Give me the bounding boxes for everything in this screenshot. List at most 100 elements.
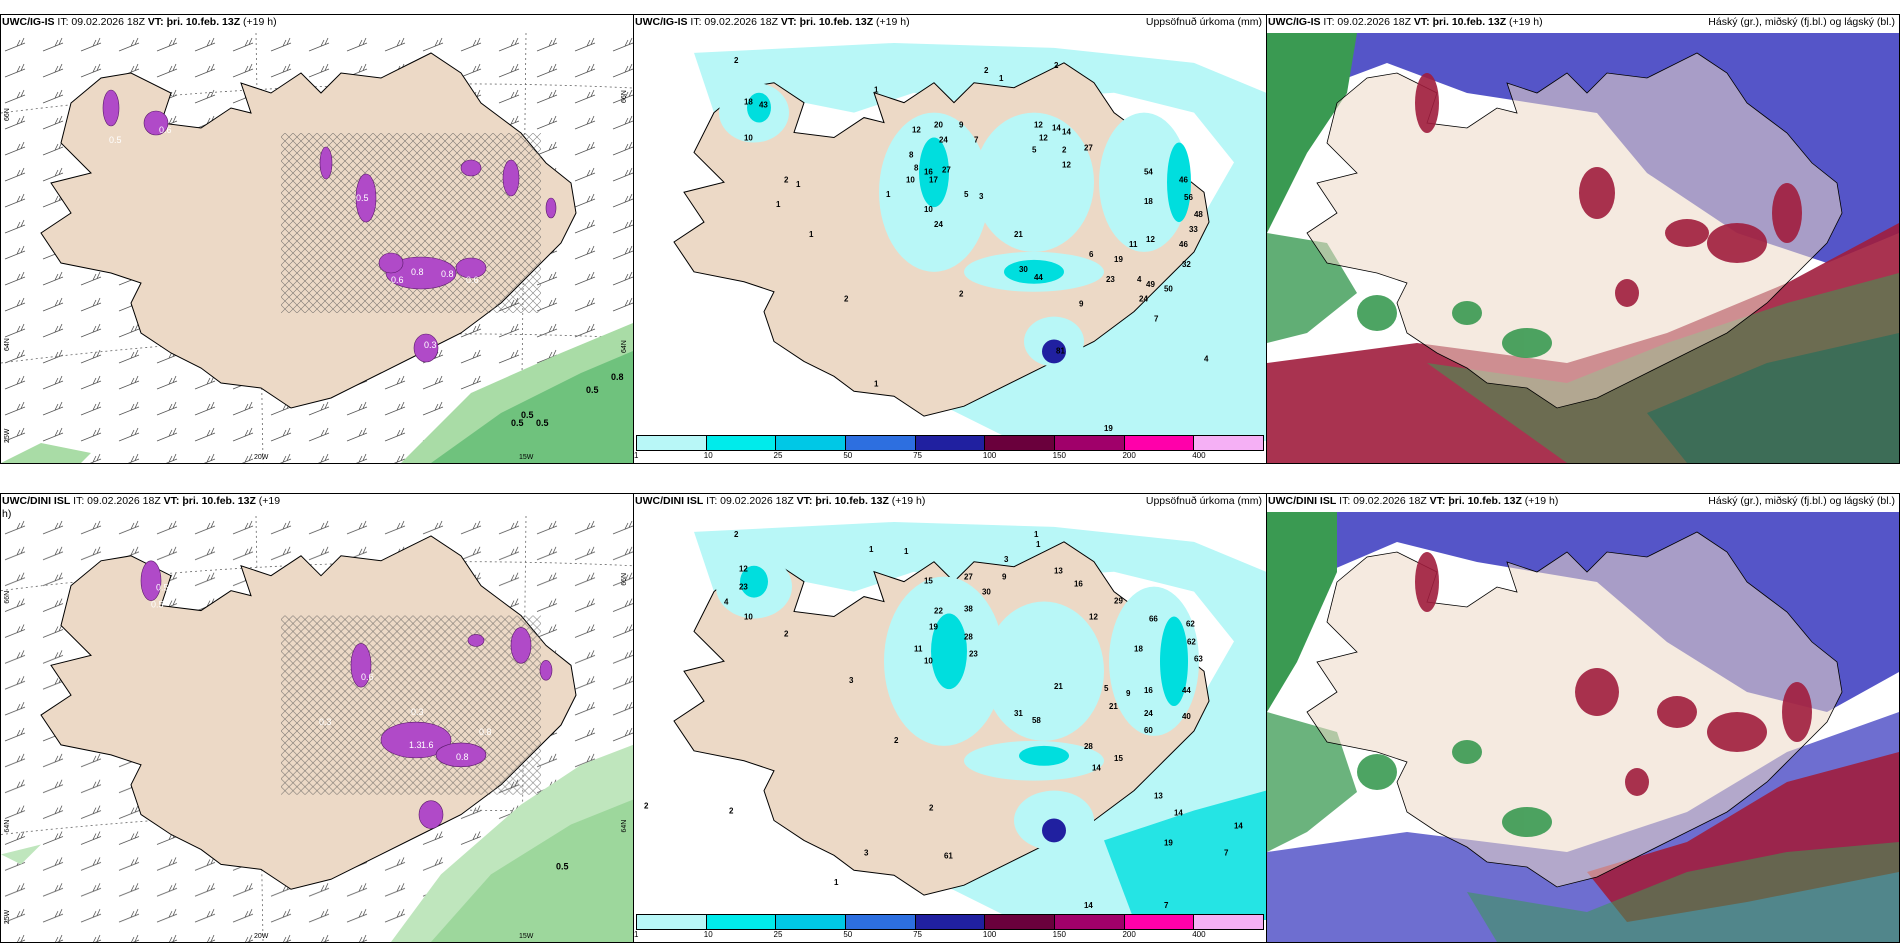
svg-text:11: 11 [1129,240,1138,249]
map-canvas[interactable] [1267,512,1899,942]
colorbar-segment [985,436,1056,450]
svg-text:1: 1 [874,86,879,95]
colorbar-label: 25 [773,451,783,460]
svg-text:10: 10 [924,656,933,665]
svg-text:5: 5 [1032,145,1037,154]
svg-text:2: 2 [929,804,934,813]
svg-text:4: 4 [1204,354,1209,363]
svg-text:2: 2 [1062,145,1067,154]
svg-text:0.8: 0.8 [611,372,624,382]
svg-text:23: 23 [969,649,978,658]
svg-text:0.6: 0.6 [159,125,172,135]
svg-text:15: 15 [924,577,933,586]
svg-text:28: 28 [1084,742,1093,751]
svg-text:8: 8 [914,163,919,172]
svg-text:0.8: 0.8 [441,269,454,279]
svg-text:0.6: 0.6 [466,275,479,285]
svg-text:0.8: 0.8 [411,267,424,277]
map-canvas[interactable]: 0.5 0.5 0.6 0.3 0.3 0.8 1.3 1.6 0.8 0.5 … [1,516,633,942]
svg-text:10: 10 [744,612,753,621]
svg-text:11: 11 [914,644,923,653]
colorbar-label: 10 [703,451,713,460]
svg-text:19: 19 [1104,424,1113,433]
panel-igis-clouds: UWC/IG-IS IT: 09.02.2026 18Z VT: þri. 10… [1266,14,1900,464]
svg-text:54: 54 [1144,167,1153,176]
svg-text:46: 46 [1179,175,1188,184]
svg-text:1: 1 [796,180,801,189]
svg-text:19: 19 [1114,255,1123,264]
map-canvas[interactable]: 2 1 1 1 1 12 23 4 10 2 3 15 27 30 9 16 1… [634,512,1266,920]
svg-text:40: 40 [1182,712,1191,721]
panel-igis-wind-snow: UWC/IG-IS IT: 09.02.2026 18Z VT: þri. 10… [0,14,634,464]
svg-text:21: 21 [1109,702,1118,711]
svg-text:0.5: 0.5 [511,418,524,428]
svg-text:9: 9 [1079,300,1084,309]
svg-text:7: 7 [1164,901,1169,910]
svg-text:0.5: 0.5 [151,600,164,610]
colorbar-segment [637,436,707,450]
svg-text:81: 81 [1056,346,1065,355]
panel-dini-clouds: UWC/DINI ISL IT: 09.02.2026 18Z VT: þri.… [1266,493,1900,943]
precip-light-region [694,42,1266,441]
panel-right-title: Háský (gr.), miðský (fj.bl.) og lágský (… [1708,16,1895,28]
svg-text:1: 1 [869,545,874,554]
svg-text:14: 14 [1052,124,1061,133]
colorbar [636,435,1264,451]
colorbar-labels: 1 10 25 50 75 100 150 200 400 [634,930,1264,942]
panel-right-title: Háský (gr.), miðský (fj.bl.) og lágský (… [1708,495,1895,507]
svg-text:2: 2 [959,290,964,299]
svg-text:14: 14 [1234,821,1243,830]
colorbar-label: 200 [1122,451,1136,460]
colorbar-segment [915,915,986,929]
svg-text:1: 1 [1034,530,1039,539]
svg-text:66N: 66N [621,90,628,103]
svg-text:0.3: 0.3 [319,717,332,727]
svg-text:9: 9 [959,121,964,130]
svg-text:2: 2 [729,807,734,816]
svg-text:1: 1 [904,547,909,556]
svg-text:12: 12 [1146,235,1155,244]
colorbar-segment [1124,436,1195,450]
svg-text:4: 4 [724,598,729,607]
svg-text:0.3: 0.3 [411,707,424,717]
precip-values: 2 1 2 1 2 18 43 10 2 1 1 1 1 2 12 20 7 9… [734,56,1209,433]
svg-text:64N: 64N [621,340,628,353]
svg-text:24: 24 [1139,295,1148,304]
panel-header: UWC/IG-IS IT: 09.02.2026 18Z VT: þri. 10… [635,16,1262,28]
svg-text:5: 5 [1104,684,1109,693]
svg-text:12: 12 [912,126,921,135]
svg-text:12: 12 [1062,160,1071,169]
svg-text:62: 62 [1186,619,1195,628]
svg-text:6: 6 [1089,250,1094,259]
colorbar-segment [846,915,916,929]
svg-text:24: 24 [939,135,948,144]
colorbar-segment [915,436,986,450]
colorbar-label: 150 [1052,451,1067,460]
svg-text:2: 2 [984,66,989,75]
svg-text:1.3: 1.3 [409,740,422,750]
svg-text:23: 23 [739,583,748,592]
iceland-landmass [1306,531,1843,888]
svg-text:66N: 66N [621,573,628,586]
svg-text:7: 7 [1224,848,1229,857]
svg-text:22: 22 [934,607,943,616]
map-canvas[interactable]: 0.5 0.6 0.5 0.3 0.8 0.8 0.6 0.6 0.5 0.5 … [1,33,633,463]
snow-patches [102,89,557,363]
svg-text:13: 13 [1154,792,1163,801]
map-canvas[interactable] [1267,33,1899,463]
colorbar-label: 1 [634,930,639,939]
svg-text:0.3: 0.3 [424,340,437,350]
svg-text:60: 60 [1144,726,1153,735]
svg-text:27: 27 [942,165,951,174]
svg-text:44: 44 [1034,273,1043,282]
svg-text:12: 12 [1039,133,1048,142]
svg-text:0.6: 0.6 [361,672,374,682]
map-canvas[interactable]: 2 1 2 1 2 18 43 10 2 1 1 1 1 2 12 20 7 9… [634,33,1266,441]
svg-text:0.5: 0.5 [156,583,169,593]
panel-header: UWC/IG-IS IT: 09.02.2026 18Z VT: þri. 10… [2,16,277,28]
svg-text:48: 48 [1194,210,1203,219]
svg-text:25W: 25W [4,909,11,924]
colorbar-label: 400 [1192,451,1206,460]
colorbar-label: 25 [773,930,783,939]
svg-text:10: 10 [924,205,933,214]
